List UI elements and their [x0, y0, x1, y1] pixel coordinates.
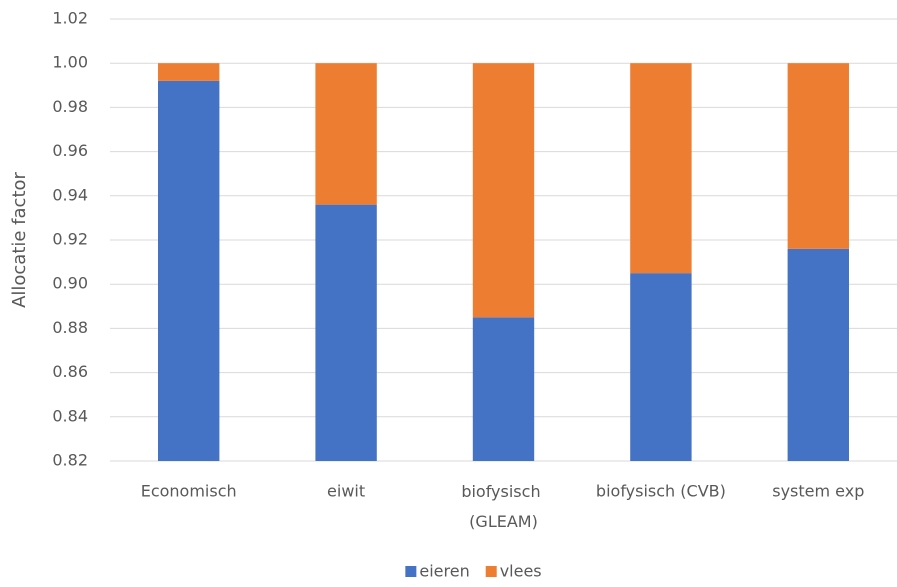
legend-swatch [485, 566, 497, 577]
bar-segment [158, 80, 220, 461]
x-tick-label: biofysisch (CVB) [596, 482, 726, 501]
y-tick-label: 1.02 [52, 9, 88, 28]
y-tick-label: 0.88 [52, 318, 88, 337]
bar-segment [315, 63, 377, 205]
bar-segment [787, 248, 849, 461]
y-tick-label: 0.82 [52, 451, 88, 470]
y-tick-label: 0.92 [52, 230, 88, 249]
y-tick-label: 0.86 [52, 362, 88, 381]
bar-segment [630, 63, 692, 274]
x-tick-label: eiwit [327, 482, 365, 501]
y-tick-label: 0.96 [52, 141, 88, 160]
y-tick-label: 0.84 [52, 406, 88, 425]
y-axis-title: Allocatie factor [9, 171, 30, 307]
bar-segment [630, 273, 692, 461]
x-tick-label: system exp [772, 482, 864, 501]
bar-segment [472, 317, 535, 461]
y-tick-label: 0.94 [52, 185, 88, 204]
x-tick-label: Economisch [141, 482, 237, 501]
legend: eieren vlees [405, 562, 542, 581]
legend-swatch [405, 566, 417, 577]
y-tick-label: 0.98 [52, 97, 88, 116]
legend-label: eieren [419, 562, 469, 581]
bar-segment [158, 63, 220, 81]
x-tick-label: biofysisch (GLEAM) [461, 482, 545, 531]
bar-segment [787, 63, 849, 249]
y-tick-label: 0.90 [52, 274, 88, 293]
y-tick-label: 1.00 [52, 53, 88, 72]
bar-segment [315, 204, 377, 461]
legend-label: vlees [500, 562, 542, 581]
bar-segment [472, 63, 535, 318]
